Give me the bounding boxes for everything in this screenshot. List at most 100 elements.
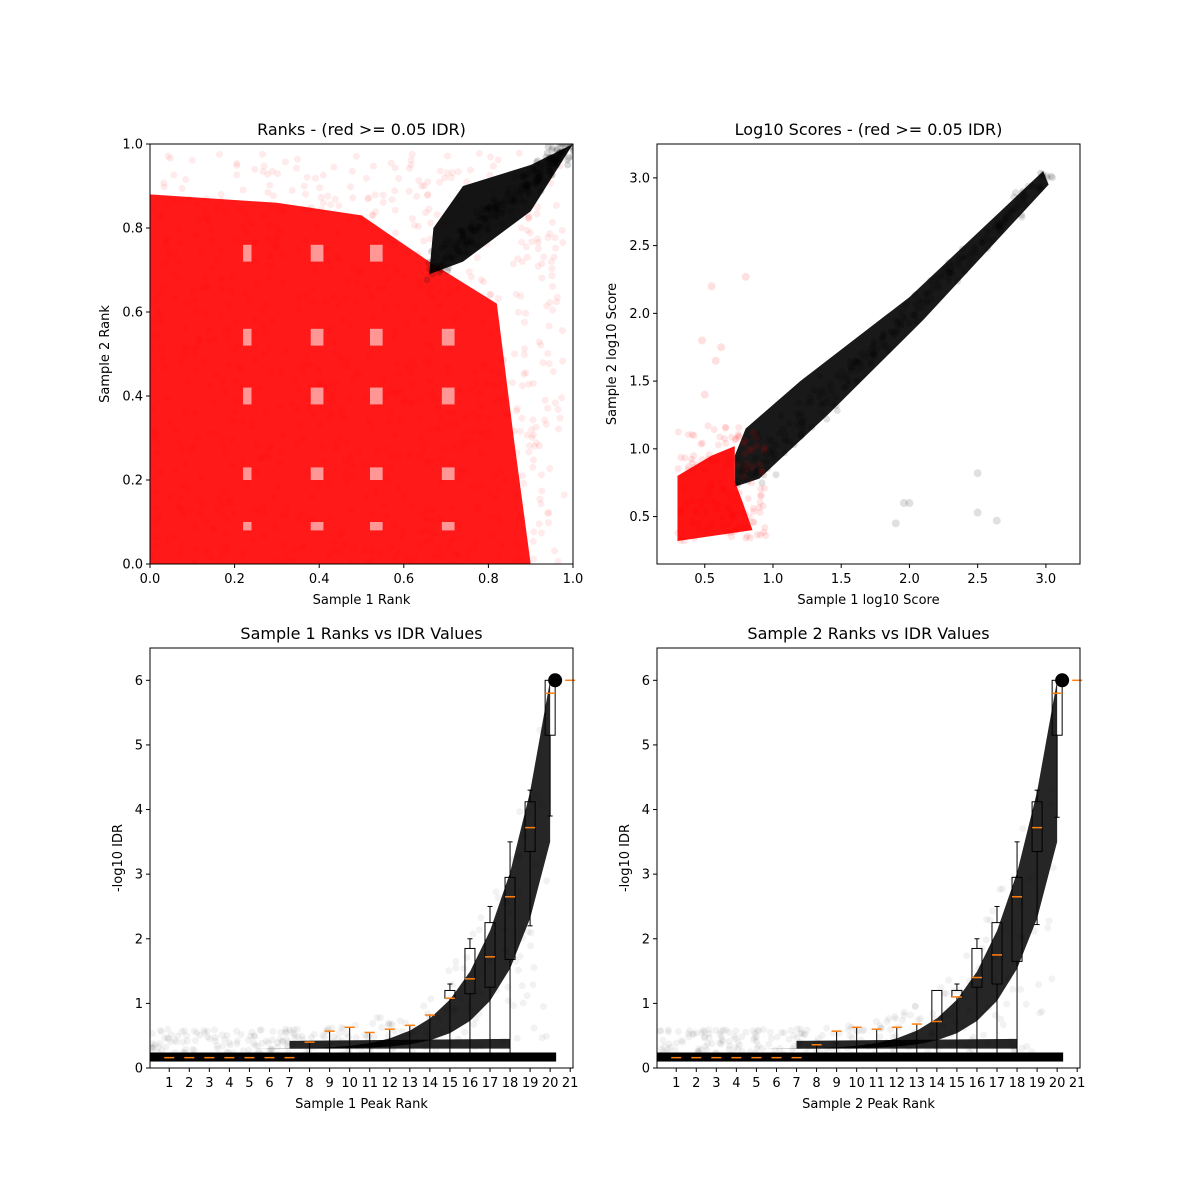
- idr-pass-point: [804, 399, 812, 407]
- idr-fail-point: [251, 317, 259, 325]
- idr-fail-point: [705, 451, 713, 459]
- idr-pass-point: [497, 208, 505, 216]
- idr-point: [180, 1027, 188, 1035]
- idr-fail-point: [473, 254, 481, 262]
- sample2-boxplot-title: Sample 2 Ranks vs IDR Values: [747, 624, 989, 643]
- box-category-20: [1051, 679, 1063, 818]
- idr-fail-point: [305, 515, 313, 523]
- idr-pass-point: [928, 286, 936, 294]
- x-tick-label: 1: [165, 1076, 173, 1091]
- idr-fail-point: [684, 466, 692, 474]
- idr-fail-point: [191, 559, 199, 564]
- idr-fail-point: [230, 509, 238, 517]
- idr-pass-point: [943, 264, 951, 272]
- idr-point: [693, 1049, 701, 1057]
- idr-pass-point: [518, 174, 526, 182]
- idr-pass-point: [484, 225, 492, 233]
- idr-fail-point: [178, 504, 186, 512]
- idr-fail-point: [162, 240, 170, 248]
- idr-fail-point: [209, 525, 217, 533]
- idr-point: [1038, 1008, 1046, 1016]
- idr-fail-point: [365, 418, 373, 426]
- idr-fail-point: [532, 439, 540, 447]
- idr-pass-point: [486, 203, 494, 211]
- idr-point: [151, 1040, 159, 1048]
- idr-pass-point: [523, 186, 531, 194]
- idr-fail-point: [174, 226, 182, 234]
- y-tick-label: 0.8: [122, 222, 143, 237]
- idr-fail-point: [165, 252, 173, 260]
- idr-fail-point: [692, 507, 700, 515]
- idr-fail-point: [436, 167, 444, 175]
- idr-point: [725, 1045, 733, 1053]
- scores-x-axis-label: Sample 1 log10 Score: [797, 593, 939, 608]
- idr-pass-point: [553, 153, 561, 161]
- box-category-15: [444, 983, 456, 1059]
- idr-pass-point: [521, 185, 529, 193]
- idr-point: [189, 1051, 197, 1059]
- idr-fail-point: [231, 408, 239, 416]
- idr-fail-point: [245, 296, 253, 304]
- idr-point: [283, 1035, 291, 1043]
- idr-fail-point: [475, 150, 483, 158]
- idr-fail-point: [540, 253, 548, 261]
- idr-fail-point: [436, 514, 444, 522]
- y-tick-label: 3.0: [629, 171, 650, 186]
- idr-fail-point: [328, 410, 336, 418]
- idr-point: [672, 1039, 680, 1047]
- idr-fail-point: [425, 205, 433, 213]
- idr-fail-point: [218, 275, 226, 283]
- idr-fail-point: [504, 411, 512, 419]
- idr-pass-point: [550, 155, 558, 163]
- idr-fail-point: [714, 441, 722, 449]
- idr-pass-point: [524, 170, 532, 178]
- idr-pass-point: [545, 171, 553, 179]
- idr-fail-point: [529, 431, 537, 439]
- idr-fail-point: [430, 552, 438, 560]
- idr-fail-point: [340, 362, 348, 370]
- idr-point: [983, 915, 991, 923]
- idr-pass-point: [500, 205, 508, 213]
- idr-fail-point: [190, 443, 198, 451]
- idr-fail-point: [408, 215, 416, 223]
- idr-pass-point: [428, 258, 436, 266]
- idr-point: [679, 1038, 687, 1046]
- idr-fail-point: [268, 262, 276, 270]
- idr-point: [795, 1039, 803, 1047]
- x-tick-label: 13: [909, 1076, 926, 1091]
- idr-pass-point: [520, 181, 528, 189]
- idr-fail-point: [180, 482, 188, 490]
- idr-fail-point: [330, 538, 338, 546]
- idr-fail-point: [422, 209, 430, 217]
- idr-pass-point: [994, 228, 1002, 236]
- idr-fail-point: [400, 492, 408, 500]
- idr-fail-point: [237, 206, 245, 214]
- idr-fail-point: [746, 534, 754, 542]
- idr-point: [731, 1044, 739, 1052]
- idr-fail-point: [202, 518, 210, 526]
- idr-fail-point: [704, 422, 712, 430]
- rank-gap: [441, 328, 455, 346]
- idr-point: [705, 1026, 713, 1034]
- idr-fail-point: [542, 420, 550, 428]
- idr-point: [754, 1042, 762, 1050]
- x-tick-label: 9: [832, 1076, 840, 1091]
- idr-point: [822, 1044, 830, 1052]
- idr-point: [965, 1006, 973, 1014]
- idr-point: [695, 1045, 703, 1053]
- idr-fail-point: [755, 504, 763, 512]
- idr-fail-point: [513, 449, 521, 457]
- y-tick-label: 5: [642, 738, 650, 753]
- idr-fail-point: [338, 356, 346, 364]
- idr-fail-point: [299, 205, 307, 213]
- idr-point: [798, 1029, 806, 1037]
- idr-point: [1047, 800, 1055, 808]
- idr-fail-point: [220, 444, 228, 452]
- idr-fail-point: [252, 281, 260, 289]
- idr-pass-point: [972, 249, 980, 257]
- idr-fail-point: [546, 464, 554, 472]
- idr-fail-point: [503, 410, 511, 418]
- idr-pass-point: [444, 264, 452, 272]
- idr-fail-point: [350, 544, 358, 552]
- idr-pass-point: [553, 155, 561, 163]
